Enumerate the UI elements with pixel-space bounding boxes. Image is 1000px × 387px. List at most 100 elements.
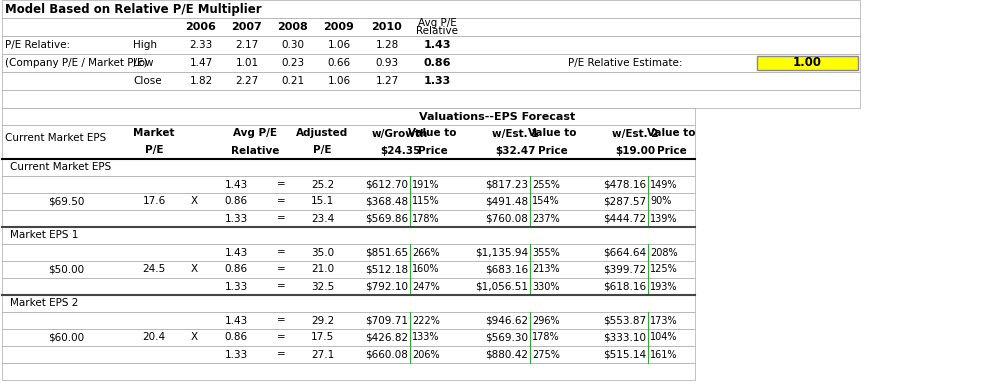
Text: $618.16: $618.16	[603, 281, 646, 291]
Text: 0.21: 0.21	[281, 76, 305, 86]
Text: 208%: 208%	[650, 248, 678, 257]
Text: 255%: 255%	[532, 180, 560, 190]
Bar	[2, 54, 860, 72]
Text: 0.30: 0.30	[282, 40, 304, 50]
Text: 1.43: 1.43	[423, 40, 451, 50]
Text: $478.16: $478.16	[603, 180, 646, 190]
Text: $24.35: $24.35	[380, 146, 420, 156]
Text: =: =	[277, 281, 285, 291]
Bar	[2, 125, 695, 159]
Text: 0.86: 0.86	[224, 264, 248, 274]
Text: 0.86: 0.86	[224, 197, 248, 207]
Text: Price: Price	[418, 146, 447, 156]
Text: $946.62: $946.62	[485, 315, 528, 325]
Text: 296%: 296%	[532, 315, 560, 325]
Text: 32.5: 32.5	[311, 281, 334, 291]
Text: X: X	[190, 332, 198, 342]
Text: 1.06: 1.06	[327, 40, 351, 50]
Text: 35.0: 35.0	[311, 248, 334, 257]
Text: 178%: 178%	[412, 214, 440, 224]
Bar	[2, 346, 695, 363]
Bar	[2, 278, 695, 295]
Text: $426.82: $426.82	[365, 332, 408, 342]
Text: Current Market EPS: Current Market EPS	[5, 133, 106, 143]
Text: =: =	[277, 197, 285, 207]
Text: $569.86: $569.86	[365, 214, 408, 224]
Text: 23.4: 23.4	[311, 214, 334, 224]
Text: 1.33: 1.33	[224, 214, 248, 224]
Text: 21.0: 21.0	[311, 264, 334, 274]
Text: 27.1: 27.1	[311, 349, 334, 360]
Text: 1.06: 1.06	[327, 76, 351, 86]
Text: $444.72: $444.72	[603, 214, 646, 224]
Text: 161%: 161%	[650, 349, 678, 360]
Text: $368.48: $368.48	[365, 197, 408, 207]
Text: Valuations--EPS Forecast: Valuations--EPS Forecast	[419, 111, 576, 122]
Text: 1.43: 1.43	[224, 315, 248, 325]
Text: Value to: Value to	[647, 128, 696, 139]
Text: 1.33: 1.33	[224, 281, 248, 291]
Text: $612.70: $612.70	[365, 180, 408, 190]
Text: Value to: Value to	[528, 128, 577, 139]
Text: 355%: 355%	[532, 248, 560, 257]
Text: 2006: 2006	[186, 22, 216, 32]
Text: 206%: 206%	[412, 349, 440, 360]
Text: 25.2: 25.2	[311, 180, 334, 190]
Text: Model Based on Relative P/E Multiplier: Model Based on Relative P/E Multiplier	[5, 2, 262, 15]
Bar	[2, 90, 860, 108]
Text: 2.27: 2.27	[235, 76, 259, 86]
Text: (Company P/E / Market P/E): (Company P/E / Market P/E)	[5, 58, 148, 68]
Text: $512.18: $512.18	[365, 264, 408, 274]
Text: 15.1: 15.1	[311, 197, 334, 207]
Text: Market EPS 2: Market EPS 2	[10, 298, 78, 308]
Text: $851.65: $851.65	[365, 248, 408, 257]
Text: Adjusted: Adjusted	[296, 128, 349, 139]
Text: Price: Price	[657, 146, 686, 156]
Text: 193%: 193%	[650, 281, 678, 291]
Bar	[2, 36, 860, 54]
Text: Value to: Value to	[408, 128, 457, 139]
Text: Relative: Relative	[416, 26, 458, 36]
Text: Avg P/E: Avg P/E	[418, 18, 456, 28]
Text: 247%: 247%	[412, 281, 440, 291]
Text: 0.93: 0.93	[375, 58, 399, 68]
Text: $660.08: $660.08	[365, 349, 408, 360]
Text: 2.33: 2.33	[189, 40, 213, 50]
Text: $553.87: $553.87	[603, 315, 646, 325]
Text: Low: Low	[133, 58, 154, 68]
Text: =: =	[277, 248, 285, 257]
Text: $569.30: $569.30	[485, 332, 528, 342]
Text: 1.82: 1.82	[189, 76, 213, 86]
Text: 1.27: 1.27	[375, 76, 399, 86]
Text: =: =	[277, 315, 285, 325]
Text: 17.5: 17.5	[311, 332, 334, 342]
Text: 213%: 213%	[532, 264, 560, 274]
Bar	[2, 244, 695, 261]
Text: $709.71: $709.71	[365, 315, 408, 325]
Text: 1.00: 1.00	[793, 57, 822, 70]
Text: 133%: 133%	[412, 332, 440, 342]
Text: =: =	[277, 264, 285, 274]
Text: $760.08: $760.08	[485, 214, 528, 224]
Text: 1.43: 1.43	[224, 248, 248, 257]
Text: 17.6: 17.6	[142, 197, 166, 207]
Text: 1.01: 1.01	[235, 58, 259, 68]
Text: $287.57: $287.57	[603, 197, 646, 207]
Text: 29.2: 29.2	[311, 315, 334, 325]
Text: P/E: P/E	[313, 146, 332, 156]
Text: $1,135.94: $1,135.94	[475, 248, 528, 257]
Text: $19.00: $19.00	[615, 146, 655, 156]
Bar	[2, 295, 695, 312]
Text: X: X	[190, 197, 198, 207]
Text: w/Est. 2: w/Est. 2	[612, 128, 658, 139]
Text: Market: Market	[133, 128, 175, 139]
Text: 115%: 115%	[412, 197, 440, 207]
Bar	[2, 363, 695, 380]
Text: 173%: 173%	[650, 315, 678, 325]
Text: Avg P/E: Avg P/E	[233, 128, 277, 139]
Text: 0.86: 0.86	[224, 332, 248, 342]
Text: $817.23: $817.23	[485, 180, 528, 190]
Text: 222%: 222%	[412, 315, 440, 325]
Text: $515.14: $515.14	[603, 349, 646, 360]
Bar	[2, 210, 695, 227]
